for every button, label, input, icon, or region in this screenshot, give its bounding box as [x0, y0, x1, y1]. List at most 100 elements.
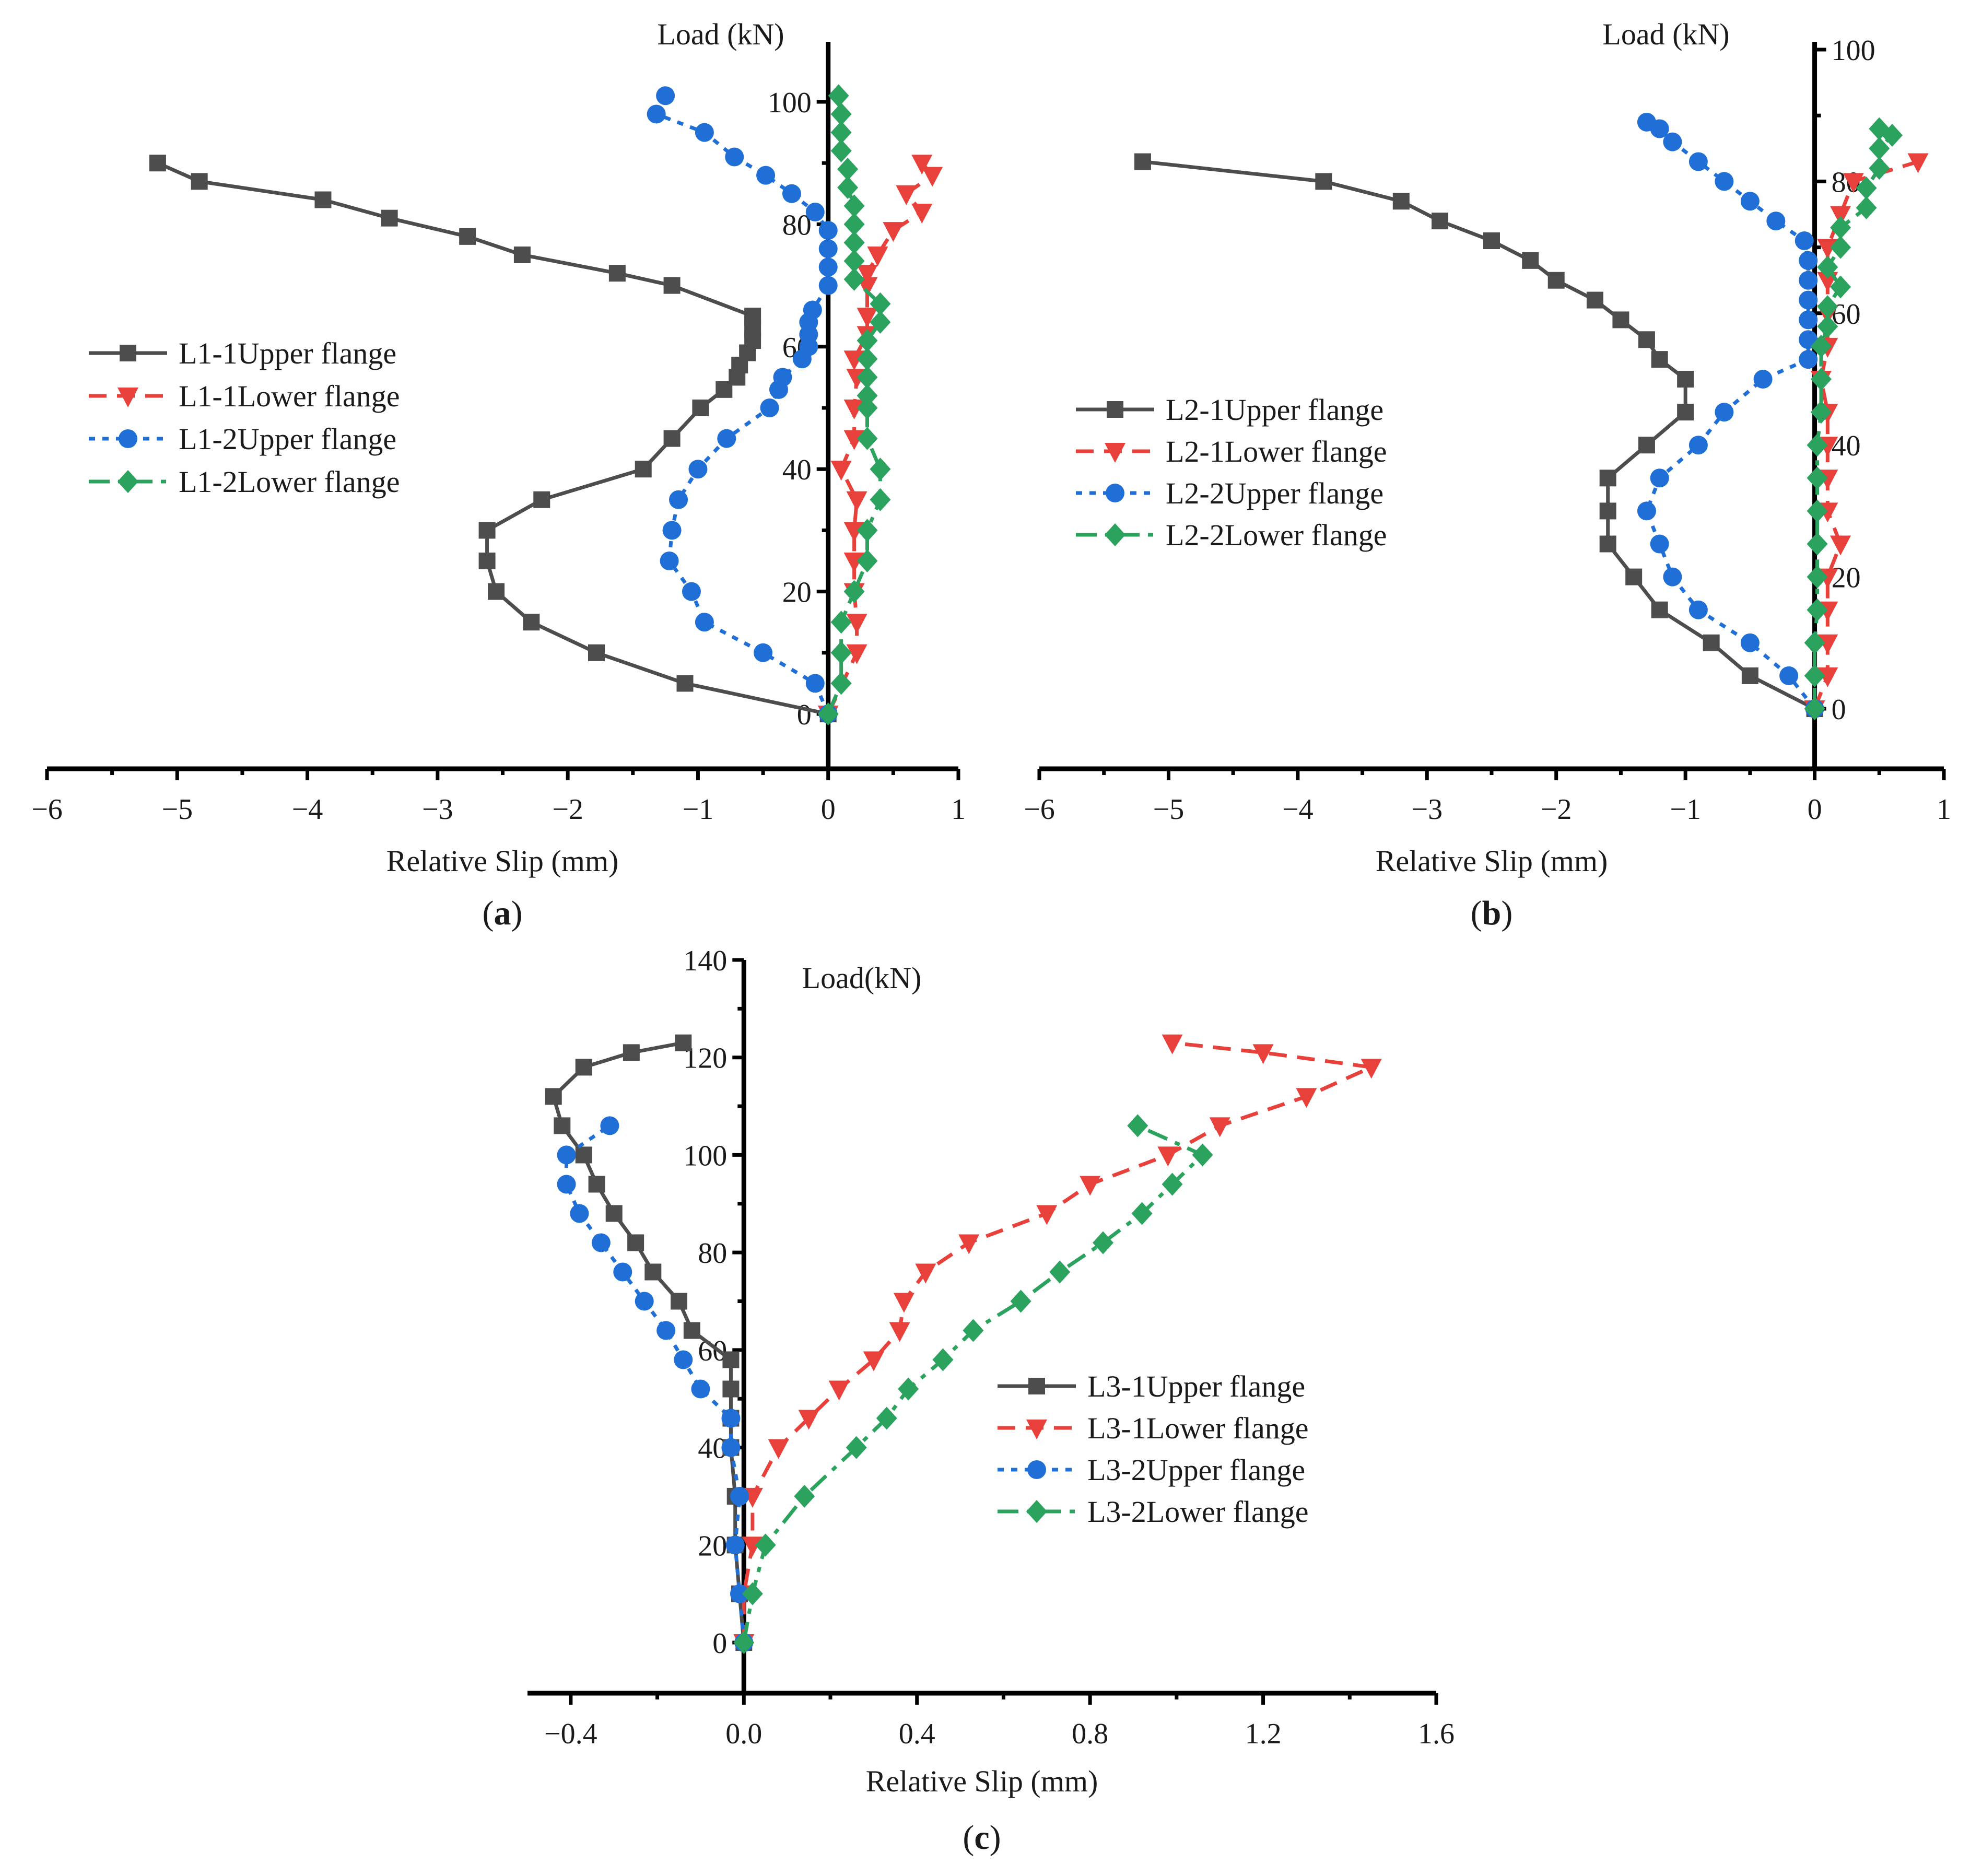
data-point-diamond	[1807, 433, 1828, 457]
series-l1-1upper-flange	[149, 155, 837, 722]
legend-item: L2-1Upper flange	[1076, 393, 1383, 427]
data-point-diamond	[898, 1377, 919, 1401]
panel-label-letter: b	[1482, 894, 1502, 932]
data-point-diamond	[843, 580, 865, 603]
data-point-circle	[818, 276, 838, 295]
data-point-square	[1315, 173, 1332, 190]
data-point-circle	[754, 643, 773, 662]
data-point-square	[1651, 601, 1668, 618]
y-tick-label: 20	[698, 1530, 727, 1562]
data-point-circle	[647, 104, 666, 124]
data-point-diamond	[857, 519, 878, 542]
data-point-diamond	[828, 84, 849, 108]
data-point-diamond	[1026, 1500, 1047, 1523]
legend-item: L1-1Upper flange	[89, 336, 396, 370]
y-tick-label: 20	[1832, 562, 1861, 594]
panel-label-letter: c	[974, 1819, 989, 1857]
x-tick-label: −0.4	[544, 1718, 597, 1750]
data-point-triangle-down	[830, 461, 852, 481]
data-point-diamond	[843, 194, 865, 218]
panel-label-close: )	[990, 1819, 1001, 1857]
data-point-circle	[805, 202, 825, 221]
data-point-diamond	[1810, 334, 1832, 358]
y-tick-label: 0	[1832, 694, 1846, 726]
data-point-diamond	[837, 157, 859, 181]
data-point-circle	[635, 1292, 654, 1311]
data-point-square	[1483, 232, 1500, 249]
data-point-square	[627, 1234, 644, 1251]
data-point-square	[675, 1034, 692, 1051]
data-point-square	[1134, 153, 1151, 170]
data-point-triangle-down	[843, 430, 865, 450]
data-point-square	[1028, 1378, 1045, 1394]
data-point-triangle-down	[1817, 634, 1838, 654]
y-tick-label: 20	[782, 577, 812, 609]
y-axis-title: Load(kN)	[802, 961, 922, 995]
series-line	[1142, 160, 1816, 711]
data-point-circle	[756, 166, 776, 185]
series-line	[654, 95, 830, 715]
legend-label: L3-2Upper flange	[1087, 1453, 1305, 1487]
data-point-square	[1392, 193, 1410, 210]
panel-label-letter: a	[494, 894, 511, 932]
x-tick-label: 0	[821, 793, 836, 826]
data-point-triangle-down	[915, 1263, 936, 1284]
legend-item: L1-1Lower flange	[89, 379, 400, 413]
data-point-diamond	[1804, 631, 1825, 654]
x-tick-label: −6	[1024, 793, 1055, 826]
data-point-triangle-down	[843, 350, 865, 371]
data-point-triangle-down	[889, 1322, 910, 1342]
data-point-circle	[557, 1145, 576, 1165]
data-point-triangle-down	[1361, 1059, 1382, 1079]
legend-item: L1-2Lower flange	[89, 465, 400, 499]
data-point-diamond	[830, 102, 852, 126]
data-point-circle	[818, 239, 838, 259]
data-point-triangle-down	[1080, 1176, 1101, 1196]
legend-item: L3-1Lower flange	[998, 1411, 1309, 1445]
data-point-triangle-down	[911, 203, 933, 224]
panel-label: (a)	[483, 894, 523, 932]
data-point-triangle-down	[1036, 1205, 1058, 1225]
panel-label-close: )	[511, 894, 523, 932]
data-point-square	[149, 155, 166, 172]
data-point-triangle-down	[798, 1410, 819, 1430]
data-point-circle	[1753, 370, 1773, 389]
data-point-diamond	[1010, 1289, 1031, 1313]
x-tick-label: −2	[552, 793, 583, 826]
data-point-circle	[600, 1116, 619, 1135]
data-point-square	[744, 308, 761, 325]
data-point-diamond	[1807, 532, 1828, 556]
data-point-triangle-down	[1817, 239, 1838, 259]
data-point-square	[663, 430, 681, 447]
data-point-square	[120, 345, 136, 361]
data-point-diamond	[817, 702, 839, 725]
data-point-diamond	[1127, 1114, 1148, 1138]
data-point-square	[1703, 634, 1720, 651]
data-point-circle	[656, 86, 675, 105]
data-point-circle	[557, 1175, 576, 1194]
data-point-diamond	[1804, 664, 1825, 687]
data-point-circle	[730, 1486, 749, 1506]
data-point-square	[545, 1088, 562, 1105]
data-point-circle	[717, 429, 736, 448]
data-point-diamond	[1817, 255, 1838, 279]
data-point-triangle-down	[843, 553, 865, 572]
legend-label: L1-2Lower flange	[179, 465, 400, 499]
data-point-circle	[725, 1535, 745, 1555]
data-point-circle	[721, 1409, 741, 1428]
x-tick-label: 1	[1937, 793, 1951, 826]
data-point-diamond	[1869, 137, 1890, 160]
y-tick-label: 140	[683, 945, 727, 977]
panel-label: (c)	[963, 1819, 1001, 1857]
data-point-circle	[805, 674, 825, 693]
data-point-triangle-down	[768, 1439, 789, 1459]
data-point-triangle-down	[846, 491, 867, 511]
data-point-diamond	[1830, 275, 1851, 299]
data-point-square	[722, 1351, 740, 1368]
data-point-triangle-down	[846, 644, 867, 664]
data-point-square	[1599, 535, 1616, 553]
panel-label-open: (	[1471, 894, 1482, 932]
data-point-triangle-down	[893, 1293, 914, 1313]
